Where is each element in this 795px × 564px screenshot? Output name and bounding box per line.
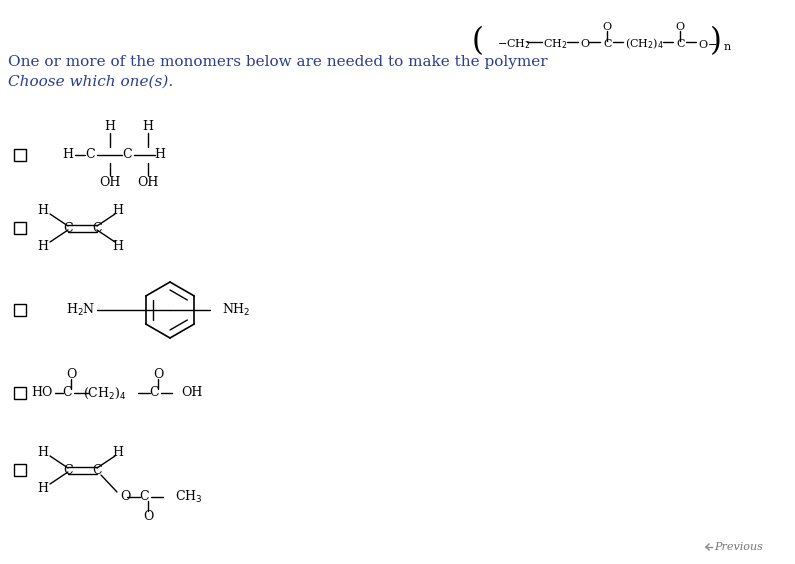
Text: C: C	[676, 39, 684, 49]
Text: H$_2$N: H$_2$N	[65, 302, 95, 318]
Text: (CH$_2$)$_4$: (CH$_2$)$_4$	[625, 37, 664, 51]
Text: O: O	[143, 509, 153, 522]
Text: C: C	[139, 491, 149, 504]
Text: C: C	[63, 464, 73, 477]
Text: C: C	[92, 222, 102, 235]
Text: n: n	[724, 42, 731, 52]
Text: (: (	[472, 27, 484, 58]
Text: HO: HO	[32, 386, 53, 399]
Text: OH: OH	[181, 386, 203, 399]
Text: Previous: Previous	[714, 542, 763, 552]
FancyBboxPatch shape	[14, 222, 26, 234]
Text: O: O	[676, 22, 684, 32]
Text: H: H	[113, 240, 123, 253]
Text: OH: OH	[99, 175, 121, 188]
Text: H: H	[113, 204, 123, 217]
FancyBboxPatch shape	[14, 387, 26, 399]
Text: C: C	[92, 464, 102, 477]
Text: H: H	[37, 240, 48, 253]
Text: H: H	[113, 446, 123, 459]
Text: H: H	[37, 446, 48, 459]
Text: CH$_3$: CH$_3$	[175, 489, 203, 505]
Text: C: C	[122, 148, 132, 161]
Text: C: C	[85, 148, 95, 161]
Text: C: C	[62, 386, 72, 399]
Text: H: H	[104, 121, 115, 134]
Text: CH$_2$: CH$_2$	[543, 37, 568, 51]
Text: Choose which one(s).: Choose which one(s).	[8, 75, 173, 89]
FancyBboxPatch shape	[14, 149, 26, 161]
Text: C: C	[63, 222, 73, 235]
Text: H: H	[37, 204, 48, 217]
Text: O: O	[66, 368, 76, 381]
Text: C: C	[149, 386, 159, 399]
Text: H: H	[154, 148, 165, 161]
Text: $-$CH$_2$: $-$CH$_2$	[497, 37, 531, 51]
Text: NH$_2$: NH$_2$	[222, 302, 250, 318]
Text: (CH$_2$)$_4$: (CH$_2$)$_4$	[83, 385, 126, 400]
FancyBboxPatch shape	[14, 464, 26, 476]
Text: C: C	[603, 39, 611, 49]
Text: One or more of the monomers below are needed to make the polymer: One or more of the monomers below are ne…	[8, 55, 548, 69]
Text: H: H	[37, 482, 48, 495]
Text: O: O	[603, 22, 611, 32]
Text: O: O	[120, 491, 130, 504]
Text: H: H	[142, 121, 153, 134]
Text: O$-$: O$-$	[698, 38, 717, 50]
Text: H: H	[63, 148, 73, 161]
Text: ): )	[710, 27, 722, 58]
FancyBboxPatch shape	[14, 304, 26, 316]
Text: O: O	[153, 368, 163, 381]
Text: O: O	[580, 39, 589, 49]
Text: OH: OH	[138, 175, 159, 188]
